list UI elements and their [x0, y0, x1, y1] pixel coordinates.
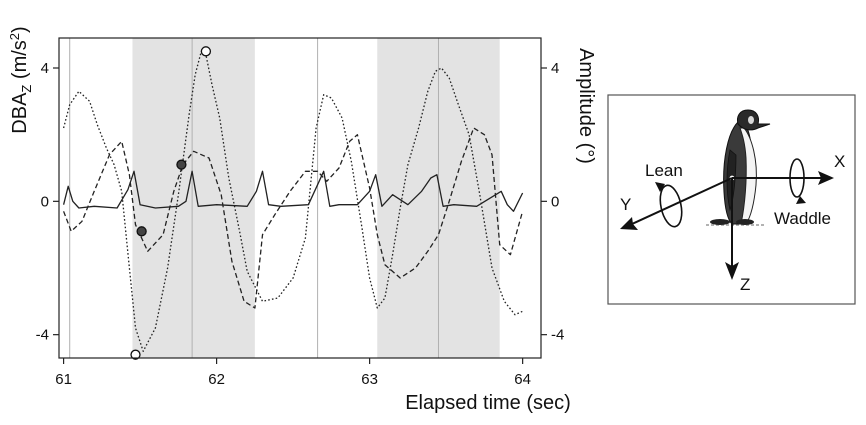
z-axis-letter: Z [740, 275, 750, 294]
filled-marker [136, 226, 147, 237]
y-right-tick-label: -4 [551, 327, 564, 344]
waddle-rotation-icon [789, 158, 806, 204]
z-axis-arrow [725, 178, 739, 280]
lean-rotation-icon [655, 182, 683, 228]
y-axis-letter: Y [620, 195, 631, 214]
y-left-superscript: 2 [7, 33, 22, 40]
y-left-tick-label: -4 [36, 327, 49, 344]
penguin-axes-diagram: Lean Waddle X Y Z [607, 94, 856, 305]
penguin-icon [706, 109, 771, 226]
y-axis-arrow [620, 177, 733, 230]
y-axis-right-ticks: 4 0 -4 [541, 60, 564, 344]
open-marker [200, 46, 212, 57]
y-right-tick-label: 4 [551, 60, 559, 77]
x-tick-label: 64 [514, 371, 531, 388]
y-left-close: ) [9, 26, 31, 33]
y-left-subscript: Z [19, 85, 34, 93]
x-tick-label: 61 [55, 371, 72, 388]
waddle-label: Waddle [774, 209, 831, 228]
data-series [62, 50, 524, 352]
lean-label: Lean [645, 161, 683, 180]
x-tick-label: 63 [361, 371, 378, 388]
y-left-main: DBA [9, 92, 31, 134]
y-left-tick-label: 0 [41, 193, 49, 210]
y-left-tick-label: 4 [41, 60, 49, 77]
x-axis-ticks: 61 62 63 64 [55, 358, 531, 388]
x-tick-label: 62 [208, 371, 225, 388]
x-axis-title: Elapsed time (sec) [405, 392, 571, 414]
y-right-tick-label: 0 [551, 193, 559, 210]
y-axis-left-title: DBAZ (m/s2) [7, 26, 34, 133]
series-dotted-line [62, 50, 523, 352]
y-axis-right-title: Amplitude (°) [575, 48, 597, 164]
plot-frame [58, 37, 542, 359]
filled-marker [176, 159, 187, 170]
open-marker [130, 349, 141, 360]
y-axis-left-ticks: 4 0 -4 [36, 60, 59, 344]
event-markers [130, 46, 212, 360]
y-left-unit: (m/s [9, 40, 31, 84]
x-axis-arrow [732, 171, 834, 185]
shaded-regions [132, 38, 500, 358]
series-dashed-line [62, 127, 524, 309]
shaded-region [132, 38, 255, 358]
x-axis-letter: X [834, 152, 845, 171]
